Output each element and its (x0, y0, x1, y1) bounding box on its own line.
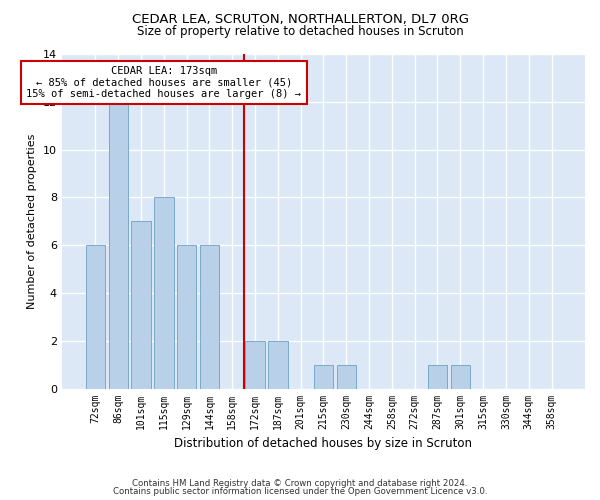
Bar (86, 245, 105, 388)
Bar (109, 102, 128, 389)
Bar (337, 364, 356, 388)
Bar (200, 245, 219, 388)
Y-axis label: Number of detached properties: Number of detached properties (28, 134, 37, 309)
Text: CEDAR LEA: 173sqm
← 85% of detached houses are smaller (45)
15% of semi-detached: CEDAR LEA: 173sqm ← 85% of detached hous… (26, 66, 301, 99)
Bar (314, 364, 333, 388)
Text: Contains public sector information licensed under the Open Government Licence v3: Contains public sector information licen… (113, 487, 487, 496)
Bar (268, 341, 287, 388)
Bar (245, 341, 265, 388)
X-axis label: Distribution of detached houses by size in Scruton: Distribution of detached houses by size … (175, 437, 472, 450)
Text: Contains HM Land Registry data © Crown copyright and database right 2024.: Contains HM Land Registry data © Crown c… (132, 478, 468, 488)
Bar (428, 364, 447, 388)
Bar (451, 364, 470, 388)
Bar (177, 245, 196, 388)
Text: CEDAR LEA, SCRUTON, NORTHALLERTON, DL7 0RG: CEDAR LEA, SCRUTON, NORTHALLERTON, DL7 0… (131, 12, 469, 26)
Bar (154, 198, 173, 388)
Text: Size of property relative to detached houses in Scruton: Size of property relative to detached ho… (137, 25, 463, 38)
Bar (131, 222, 151, 388)
